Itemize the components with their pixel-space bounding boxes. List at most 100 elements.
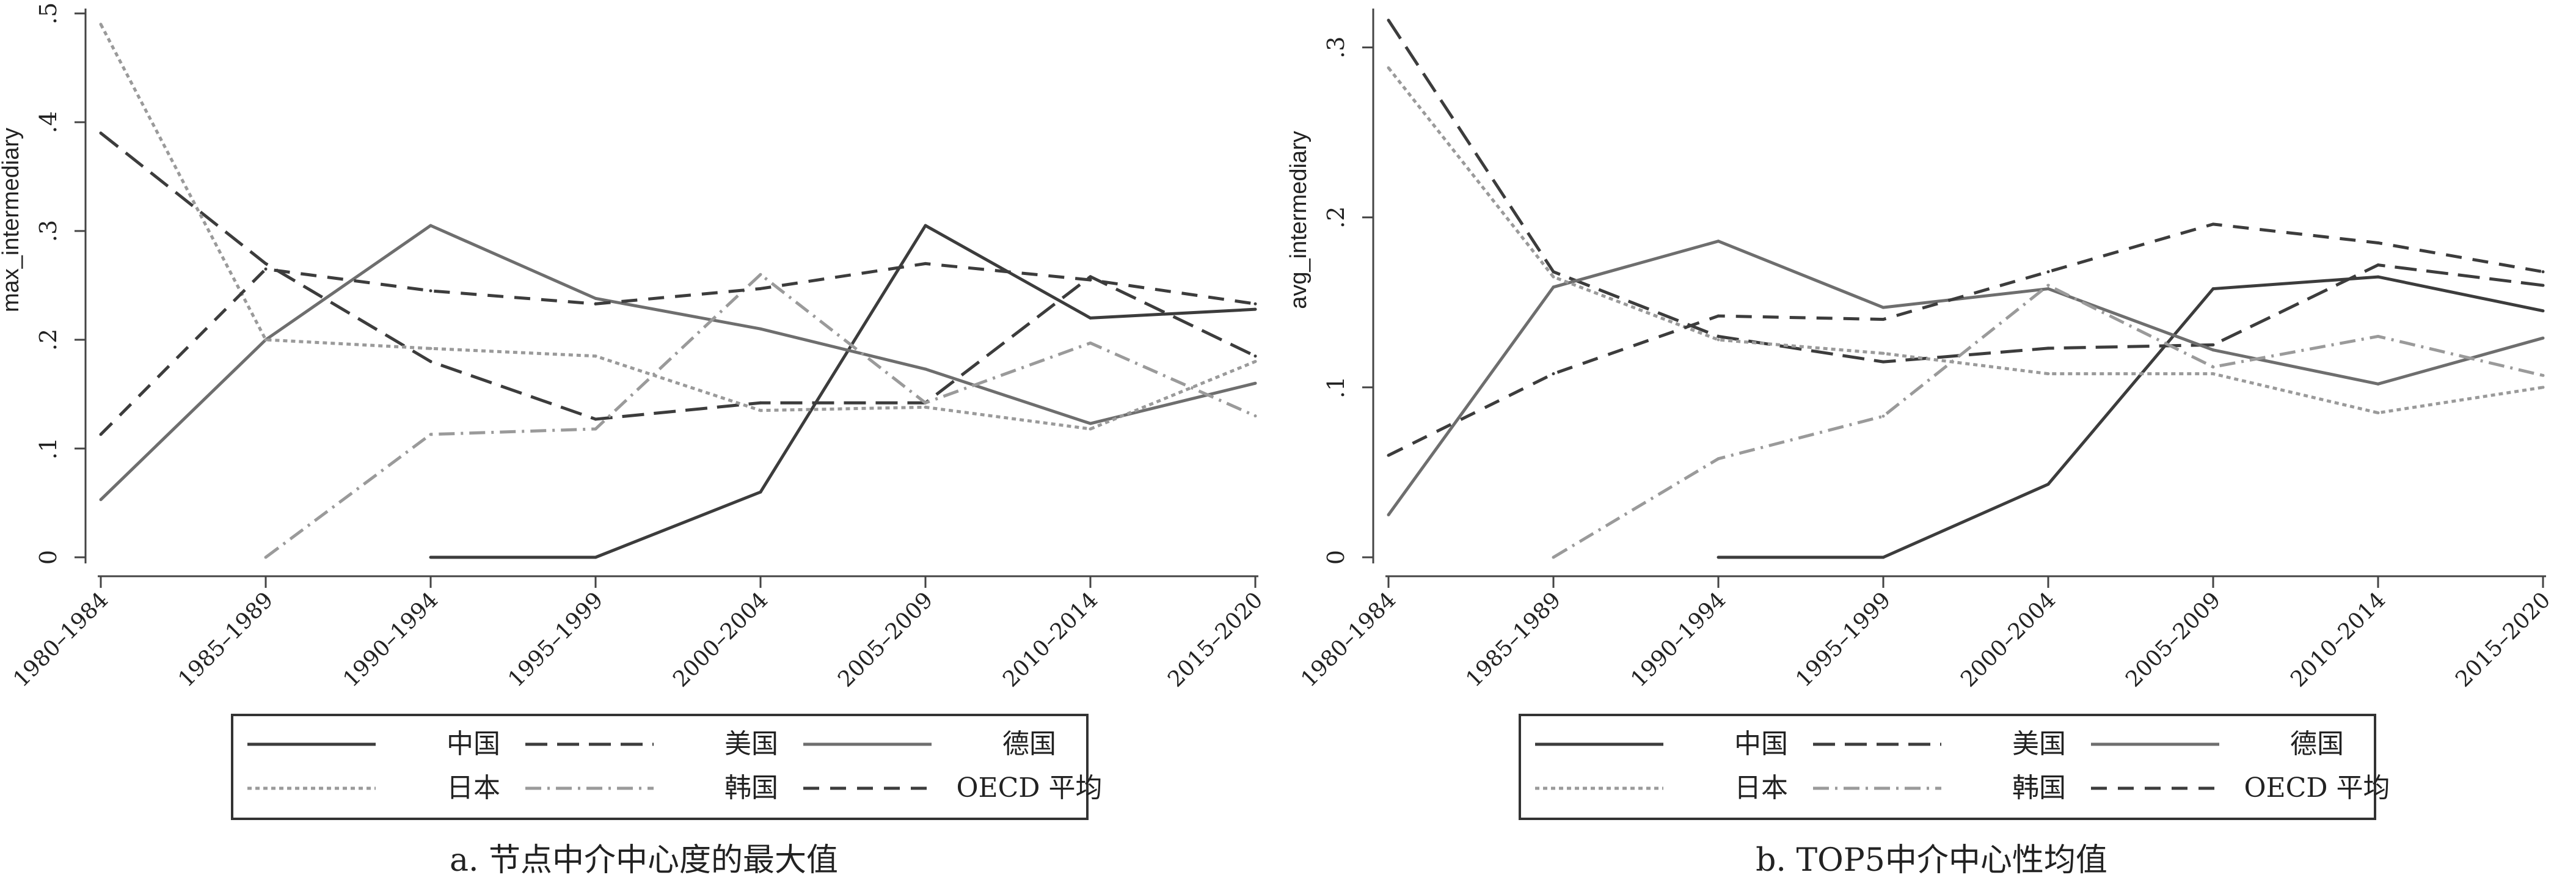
chart-b-data-point-2 <box>1552 285 1555 289</box>
chart-b-data-point-2 <box>1717 240 1720 243</box>
chart-b-data-point-4 <box>1717 457 1720 461</box>
chart-panel-b: 0 .1 .2 .3 avg_intermediary 1980–1984 1985–198… <box>1288 0 2575 883</box>
chart-b-data-point-3 <box>1717 338 1720 342</box>
chart-b-data-point-2 <box>1387 513 1390 516</box>
chart-a-data-point-5 <box>264 267 268 271</box>
chart-a-data-point-0 <box>1253 307 1257 311</box>
chart-a-x-tick-label: 1985–1989 <box>173 587 278 692</box>
chart-b-series-line-4 <box>1552 284 2544 559</box>
chart-b-data-point-0 <box>1717 555 1720 559</box>
chart-b-data-point-0 <box>2541 309 2545 313</box>
chart-a-x-tick-label: 2005–2009 <box>833 587 938 692</box>
chart-b-x-tick-label: 1995–1999 <box>1791 587 1896 692</box>
chart-b-series-line-2 <box>1387 240 2544 516</box>
chart-b-legend-box <box>1519 714 2376 820</box>
chart-b-data-point-5 <box>2211 222 2215 226</box>
chart-a-data-point-0 <box>924 224 927 227</box>
chart-b-data-point-4 <box>1881 414 1885 418</box>
chart-a-legend-label-2: 德国 <box>1002 728 1056 760</box>
chart-a-data-point-2 <box>759 327 762 331</box>
chart-b-data-point-0 <box>1881 555 1885 559</box>
chart-a-data-point-3 <box>429 346 432 350</box>
chart-b-data-point-1 <box>1717 334 1720 338</box>
chart-b-legend-label-3: 日本 <box>1734 772 1788 804</box>
chart-b-data-point-2 <box>2211 348 2215 352</box>
chart-b-data-point-5 <box>1387 453 1390 457</box>
chart-a-legend-label-0: 中国 <box>447 728 500 760</box>
chart-b-data-point-4 <box>2541 373 2545 377</box>
chart-a-data-point-4 <box>1253 414 1257 418</box>
chart-b-data-point-5 <box>2046 270 2050 274</box>
chart-b-data-point-5 <box>2541 270 2545 274</box>
chart-a-x-tick-label: 2015–2020 <box>1163 587 1268 692</box>
chart-a-data-point-3 <box>1253 360 1257 364</box>
chart-b-x-tick-label: 2005–2009 <box>2121 587 2225 692</box>
chart-a-data-point-5 <box>594 302 597 306</box>
chart-a-data-point-1 <box>594 417 597 421</box>
chart-a-y-tick-label: .4 <box>35 111 62 133</box>
chart-panel-a: 0 .1 .2 .3 .4 .5 max_intermediary 1980–1984 1985… <box>0 2 1268 879</box>
chart-a-y-tick-label: .5 <box>35 2 62 24</box>
chart-a-data-point-0 <box>1089 316 1092 320</box>
chart-a-y-tick-label: 0 <box>35 550 62 565</box>
chart-a-data-point-4 <box>594 427 597 431</box>
chart-a-data-point-2 <box>429 224 432 227</box>
chart-a-data-point-0 <box>759 490 762 494</box>
chart-a-series-line-1 <box>100 131 1257 421</box>
chart-a-x-tick-label: 1995–1999 <box>503 587 608 692</box>
chart-b-data-point-1 <box>2541 284 2545 287</box>
chart-a-data-point-5 <box>759 287 762 290</box>
chart-b-data-point-3 <box>2376 411 2380 415</box>
chart-a-x-tick-label: 2010–2014 <box>998 587 1103 692</box>
chart-b-svg: 0 .1 .2 .3 avg_intermediary 1980–1984 1985–198… <box>1288 9 2555 879</box>
chart-a-data-point-2 <box>1089 422 1092 425</box>
chart-a-series-line-3 <box>99 23 1256 431</box>
chart-a-data-point-2 <box>99 498 103 502</box>
chart-a-y-tick-label: .1 <box>35 438 62 460</box>
chart-a-data-point-1 <box>429 360 432 364</box>
chart-b-legend-label-2: 德国 <box>2290 728 2344 760</box>
chart-a-legend-label-5: OECD 平均 <box>956 772 1102 804</box>
chart-a-data-point-2 <box>594 296 597 300</box>
chart-a-legend-label-4: 韩国 <box>724 772 778 804</box>
chart-a-series-line-0 <box>431 224 1256 559</box>
chart-b-x-tick-label: 1990–1994 <box>1626 587 1731 692</box>
chart-a-x-tick-label: 1990–1994 <box>338 587 443 692</box>
chart-b-x-tick-label: 1985–1989 <box>1461 587 1566 692</box>
chart-b-y-tick-label: 0 <box>1323 550 1349 565</box>
chart-b-data-point-3 <box>1552 275 1555 279</box>
chart-b-data-point-0 <box>2046 482 2050 486</box>
chart-b-data-point-5 <box>1552 372 1555 376</box>
chart-a-legend-box <box>231 714 1089 820</box>
chart-b-y-tick-label: .2 <box>1323 207 1349 229</box>
chart-b-y-tick-label: .1 <box>1323 376 1349 398</box>
chart-b-legend-label-0: 中国 <box>1734 728 1788 760</box>
chart-b-data-point-3 <box>1387 66 1390 70</box>
chart-b-data-point-3 <box>1881 351 1885 355</box>
chart-b-y-axis-label: avg_intermediary <box>1288 131 1312 309</box>
chart-a-data-point-3 <box>924 405 927 409</box>
chart-a-data-point-5 <box>924 262 927 265</box>
chart-b-series-line-1 <box>1387 19 2544 364</box>
chart-a-data-point-5 <box>1089 278 1092 282</box>
chart-a-y-tick-label: .2 <box>35 329 62 351</box>
chart-a-data-point-2 <box>1253 381 1257 385</box>
chart-a-data-point-4 <box>429 433 432 436</box>
chart-a-data-point-4 <box>264 555 268 559</box>
chart-b-data-point-0 <box>2211 287 2215 291</box>
chart-b-data-point-0 <box>2376 275 2380 279</box>
chart-b-legend-label-5: OECD 平均 <box>2244 772 2390 804</box>
chart-b-data-point-1 <box>2376 263 2380 267</box>
chart-b-x-tick-label: 1980–1984 <box>1296 587 1401 692</box>
chart-a-data-point-1 <box>759 401 762 405</box>
chart-b-data-point-2 <box>2541 336 2545 340</box>
chart-a-legend-label-1: 美国 <box>724 728 778 760</box>
chart-a-legend-label-3: 日本 <box>447 772 500 804</box>
chart-b-data-point-4 <box>2376 334 2380 338</box>
chart-b-data-point-5 <box>2376 241 2380 244</box>
chart-a-x-tick-label: 2000–2004 <box>668 587 773 692</box>
chart-a-data-point-3 <box>99 23 103 26</box>
chart-b-data-point-2 <box>1881 306 1885 309</box>
chart-a-series-line-5 <box>100 262 1256 436</box>
chart-b-data-point-4 <box>1552 555 1555 559</box>
